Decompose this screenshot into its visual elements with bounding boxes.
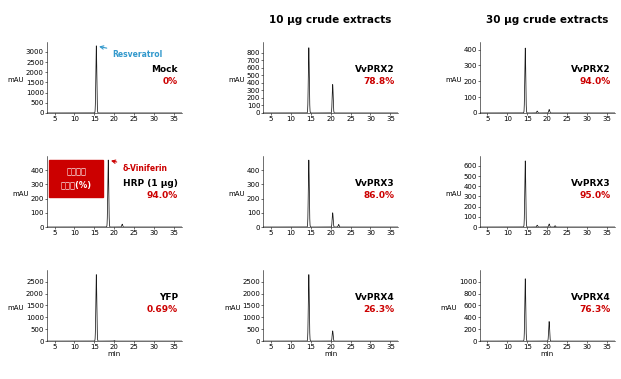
Text: 78.8%: 78.8% <box>363 77 394 86</box>
Text: 95.0%: 95.0% <box>579 191 610 200</box>
Y-axis label: mAU: mAU <box>229 77 245 83</box>
Y-axis label: mAU: mAU <box>445 191 462 197</box>
Text: 0%: 0% <box>163 77 178 86</box>
Y-axis label: mAU: mAU <box>8 77 24 83</box>
Y-axis label: mAU: mAU <box>224 305 241 312</box>
Text: 76.3%: 76.3% <box>579 305 610 315</box>
Y-axis label: mAU: mAU <box>441 305 457 312</box>
X-axis label: min: min <box>540 351 554 357</box>
X-axis label: min: min <box>324 351 337 357</box>
Text: 26.3%: 26.3% <box>363 305 394 315</box>
Text: 0.69%: 0.69% <box>147 305 178 315</box>
Text: Mock: Mock <box>152 64 178 74</box>
Y-axis label: mAU: mAU <box>229 191 245 197</box>
Y-axis label: mAU: mAU <box>12 191 29 197</box>
Y-axis label: mAU: mAU <box>445 77 462 83</box>
Text: 86.0%: 86.0% <box>363 191 394 200</box>
Text: 94.0%: 94.0% <box>147 191 178 200</box>
Text: 94.0%: 94.0% <box>579 77 610 86</box>
Text: 30 μg crude extracts: 30 μg crude extracts <box>486 15 609 25</box>
Text: VvPRX3: VvPRX3 <box>571 179 610 188</box>
Text: 10 μg crude extracts: 10 μg crude extracts <box>270 15 392 25</box>
Text: VvPRX3: VvPRX3 <box>355 179 394 188</box>
FancyBboxPatch shape <box>49 160 103 197</box>
Text: HRP (1 μg): HRP (1 μg) <box>123 179 178 188</box>
Text: VvPRX4: VvPRX4 <box>571 293 610 302</box>
Text: VvPRX4: VvPRX4 <box>355 293 394 302</box>
X-axis label: min: min <box>107 351 121 357</box>
Text: YFP: YFP <box>159 293 178 302</box>
Y-axis label: mAU: mAU <box>8 305 24 312</box>
Text: 비니페린
전환율(%): 비니페린 전환율(%) <box>61 168 92 190</box>
Text: VvPRX2: VvPRX2 <box>355 64 394 74</box>
Text: VvPRX2: VvPRX2 <box>571 64 610 74</box>
Text: Resveratrol: Resveratrol <box>100 46 163 59</box>
Text: δ-Viniferin: δ-Viniferin <box>112 160 167 173</box>
